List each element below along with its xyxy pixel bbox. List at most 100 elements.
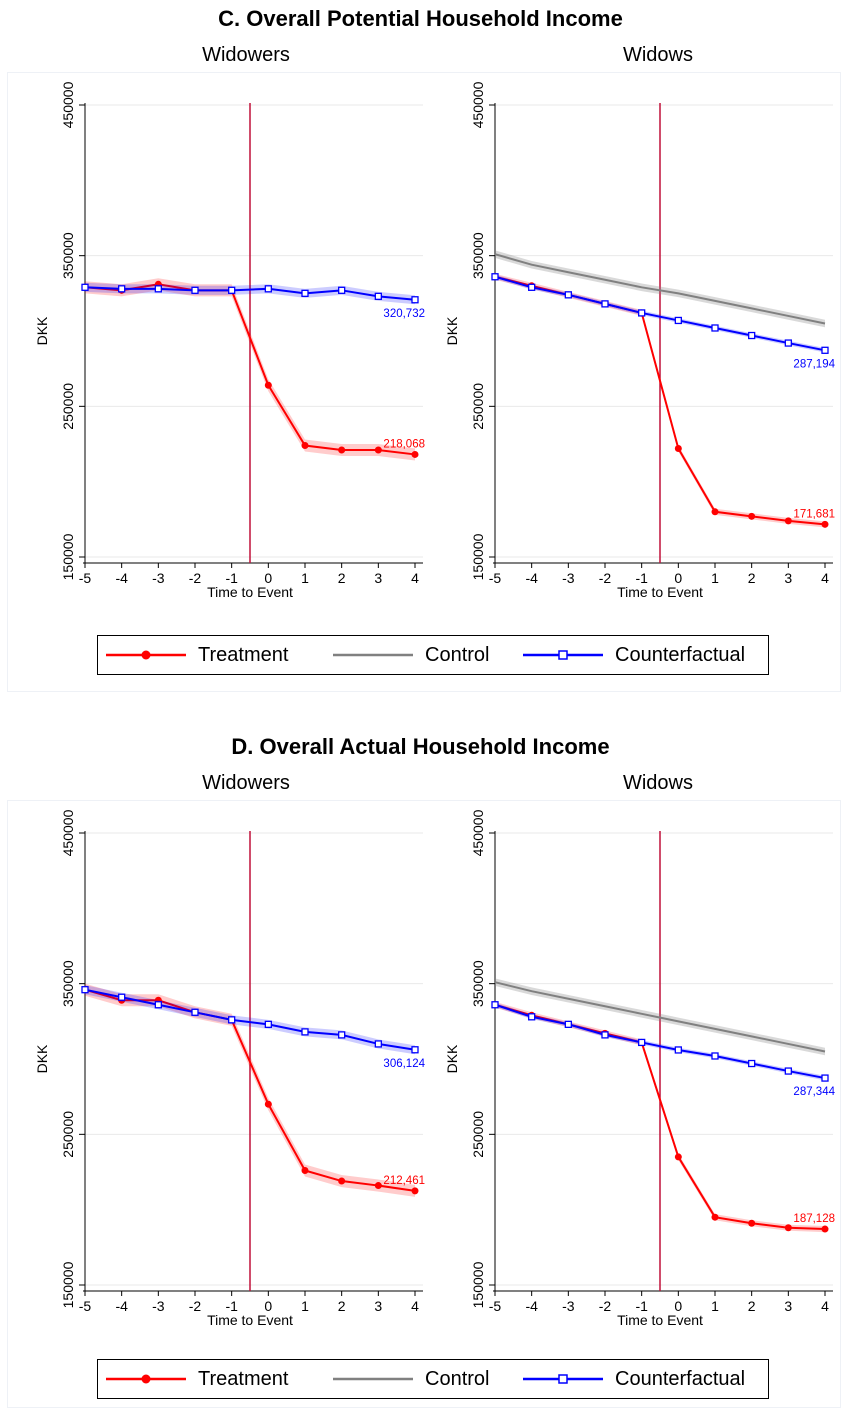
chart-c-widowers: 150000 250000 350000 450000 DKK -5 -4 -3 -2 -1 0 1 2… <box>34 81 425 600</box>
x-axis-label: Time to Event <box>617 584 703 600</box>
treatment-end-label: 187,128 <box>793 1213 835 1225</box>
treatment-point <box>411 450 419 458</box>
chart-d-widowers: 150000 250000 350000 450000 DKK -5 -4 -3 -2 -1 0 1 2… <box>34 809 426 1328</box>
counterfactual-point <box>638 309 646 317</box>
legend-item-counterfactual: Counterfactual <box>523 636 745 674</box>
counterfactual-point <box>228 286 236 294</box>
y-tick-label: 450000 <box>60 809 76 856</box>
counterfactual-point <box>374 292 382 300</box>
control-band <box>495 250 825 328</box>
counterfactual-point <box>374 1040 382 1048</box>
counterfactual-point <box>528 1013 536 1021</box>
treatment-point <box>264 1100 272 1108</box>
counterfactual-point <box>338 1031 346 1039</box>
counterfactual-point <box>601 1031 609 1039</box>
counterfactual-point <box>821 1074 829 1082</box>
treatment-point <box>711 1213 719 1221</box>
counterfactual-point <box>638 1038 646 1047</box>
x-tick-label: 2 <box>748 1298 756 1314</box>
counterfactual-point <box>191 286 199 294</box>
counterfactual-point <box>564 291 572 299</box>
treatment-point <box>674 445 682 453</box>
y-tick-label: 150000 <box>60 1261 76 1308</box>
counterfactual-end-label: 287,344 <box>793 1086 835 1098</box>
x-tick-label: -2 <box>189 570 202 586</box>
counterfactual-point <box>564 1020 572 1028</box>
counterfactual-point <box>154 285 162 293</box>
counterfactual-line <box>494 275 826 352</box>
counterfactual-point <box>748 1059 756 1068</box>
treatment-point <box>784 1224 792 1232</box>
x-tick-label: -5 <box>489 1298 502 1314</box>
legend-treatment-label: Treatment <box>198 1367 289 1390</box>
counterfactual-point <box>528 283 536 291</box>
legend-counterfactual-marker <box>523 650 603 660</box>
x-tick-label: 0 <box>674 1298 682 1314</box>
x-tick-label: -5 <box>79 1298 92 1314</box>
legend-counterfactual-label: Counterfactual <box>615 1367 746 1390</box>
y-axis-label: DKK <box>444 1044 460 1073</box>
treatment-point <box>748 512 756 520</box>
x-tick-label: -5 <box>79 570 92 586</box>
x-axis-label: Time to Event <box>207 1312 293 1328</box>
x-axis-label: Time to Event <box>207 584 293 600</box>
x-tick-label: -3 <box>562 570 575 586</box>
x-tick-label: 3 <box>784 570 792 586</box>
treatment-point <box>784 517 792 525</box>
x-tick-label: -2 <box>189 1298 202 1314</box>
treatment-point <box>711 508 719 516</box>
x-tick-label: -4 <box>115 1298 128 1314</box>
legend-item-control: Control <box>333 636 489 674</box>
x-tick-label: 2 <box>338 570 346 586</box>
panel-c-widowers-title: Widowers <box>202 44 290 66</box>
treatment-point <box>301 1166 309 1174</box>
x-tick-label: 2 <box>338 1298 346 1314</box>
counterfactual-point <box>228 1016 236 1024</box>
treatment-point <box>674 1153 682 1161</box>
x-tick-label: 1 <box>711 1298 719 1314</box>
counterfactual-line <box>494 1003 826 1080</box>
y-tick-label: 450000 <box>60 81 76 128</box>
legend-control-label: Control <box>425 643 490 666</box>
legend-treatment-label: Treatment <box>198 643 289 666</box>
chart-c-widows: 150000 250000 350000 450000 DKK -5 -4 -3 -2 -1 0 1 2… <box>444 81 836 600</box>
legend-control-label: Control <box>425 1367 490 1390</box>
x-tick-label: -1 <box>225 1298 238 1314</box>
treatment-end-label: 171,681 <box>793 508 835 520</box>
x-tick-label: 1 <box>301 570 309 586</box>
treatment-point <box>821 1225 829 1233</box>
panel-c-title: C. Overall Potential Household Income <box>218 6 623 31</box>
counterfactual-end-label: 306,124 <box>383 1058 425 1070</box>
counterfactual-band <box>85 282 415 305</box>
x-axis-label: Time to Event <box>617 1312 703 1328</box>
treatment-point <box>821 520 829 528</box>
legend-counterfactual-label: Counterfactual <box>615 643 746 666</box>
counterfactual-point <box>264 1020 272 1028</box>
treatment-point <box>374 1182 382 1190</box>
counterfactual-point <box>118 285 126 293</box>
treatment-point <box>411 1187 419 1195</box>
treatment-point <box>374 446 382 454</box>
x-tick-label: -4 <box>525 1298 538 1314</box>
treatment-end-label: 212,461 <box>383 1175 425 1187</box>
x-tick-label: 4 <box>821 570 829 586</box>
y-axis-label: DKK <box>444 316 460 345</box>
counterfactual-point <box>338 286 346 294</box>
y-axis-label: DKK <box>34 316 50 345</box>
treatment-band <box>85 983 415 1197</box>
legend-treatment-marker <box>106 650 186 660</box>
counterfactual-point <box>784 339 792 347</box>
counterfactual-point <box>601 300 609 308</box>
counterfactual-point <box>118 993 126 1001</box>
counterfactual-point <box>711 324 719 332</box>
legend-control-marker <box>333 653 413 657</box>
counterfactual-point <box>411 296 419 304</box>
counterfactual-point <box>674 316 682 325</box>
x-tick-label: 1 <box>301 1298 309 1314</box>
panel-c: C. Overall Potential Household Income Wi… <box>0 0 841 700</box>
panel-c-widows-title: Widows <box>622 44 693 66</box>
y-tick-label: 250000 <box>470 1111 486 1158</box>
x-tick-label: -4 <box>115 570 128 586</box>
treatment-point <box>301 442 309 450</box>
y-tick-label: 450000 <box>470 809 486 856</box>
